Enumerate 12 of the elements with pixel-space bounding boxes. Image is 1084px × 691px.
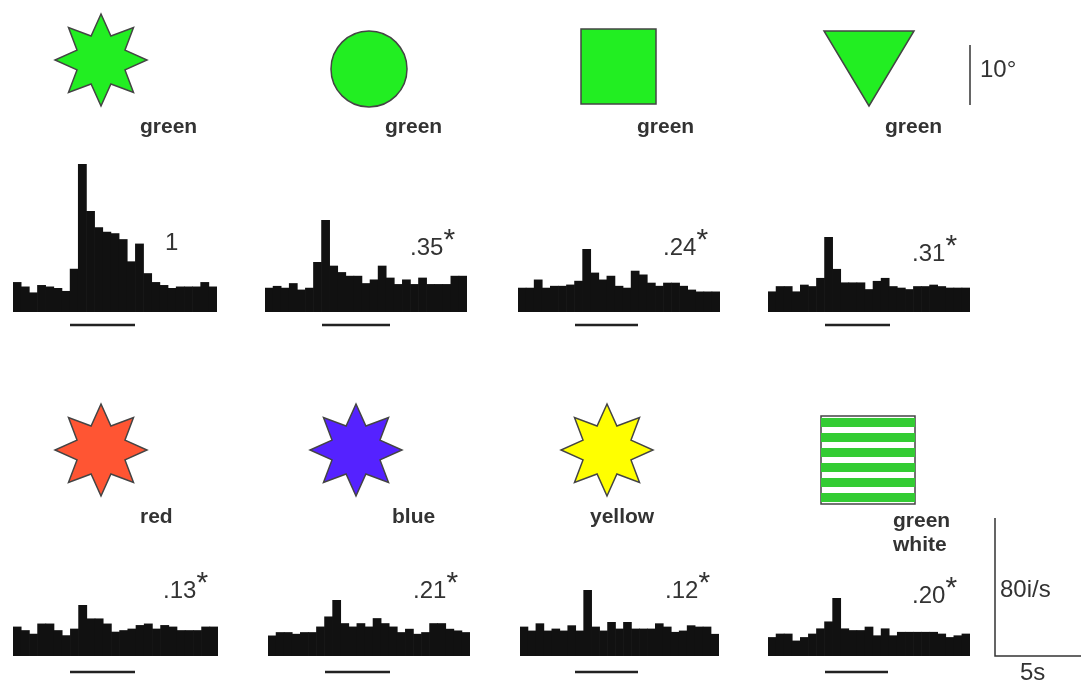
text: 10° (980, 55, 1017, 83)
annotation: 1 (165, 228, 179, 256)
chart-title: green (885, 114, 943, 138)
chart-title: green white (893, 508, 952, 556)
text: 5s (1020, 658, 1046, 686)
chart-title: green (385, 114, 443, 138)
chart-title: green (140, 114, 198, 138)
chart-title: yellow (590, 504, 655, 528)
chart-title: blue (392, 504, 436, 528)
chart-title: red (140, 504, 173, 528)
chart-title: green (637, 114, 695, 138)
text: 80i/s (1000, 575, 1051, 603)
